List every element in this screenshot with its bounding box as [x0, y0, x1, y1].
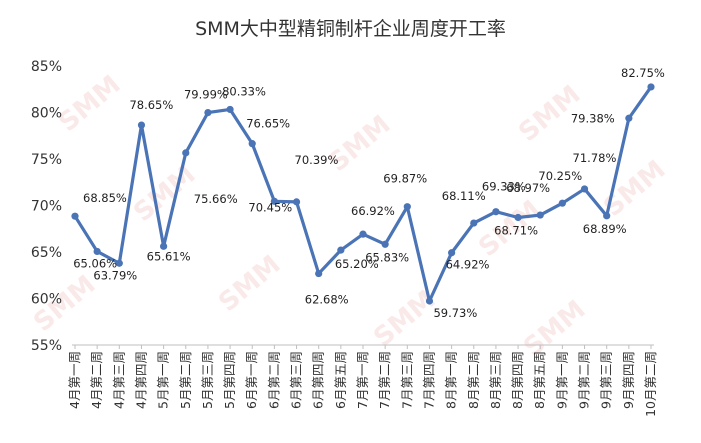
y-tick-label: 85%: [31, 59, 62, 75]
x-tick-label: 8月第四周: [510, 351, 525, 409]
data-label: 79.38%: [571, 111, 615, 125]
data-label: 68.97%: [506, 181, 550, 195]
x-tick-label: 4月第四周: [133, 351, 148, 409]
x-tick-label: 7月第三周: [399, 351, 414, 409]
data-point: [492, 208, 500, 216]
data-point: [647, 83, 655, 91]
data-label: 66.92%: [351, 204, 395, 218]
data-point: [425, 297, 434, 305]
x-tick-label: 9月第二周: [577, 351, 592, 409]
x-tick-label: 5月第四周: [222, 351, 237, 409]
chart-title: SMM大中型精铜制杆企业周度开工率: [195, 18, 506, 40]
x-tick-label: 5月第一周: [156, 351, 171, 409]
data-point: [71, 212, 79, 220]
data-label: 71.78%: [573, 151, 617, 165]
data-point: [448, 249, 456, 257]
data-point: [337, 246, 345, 254]
data-point: [93, 247, 101, 256]
data-label: 68.11%: [442, 189, 486, 203]
x-tick-label: 6月第二周: [266, 351, 281, 409]
data-label: 78.65%: [129, 98, 173, 112]
data-label: 82.75%: [621, 66, 665, 80]
watermark-logo: SMM: [213, 250, 286, 318]
data-point: [182, 149, 190, 157]
x-tick-label: 8月第一周: [444, 351, 459, 409]
data-point: [248, 140, 256, 148]
data-point: [315, 269, 323, 278]
data-label: 70.25%: [538, 169, 582, 183]
data-label: 80.33%: [222, 84, 266, 98]
data-label: 69.33%: [482, 180, 526, 194]
x-tick-label: 8月第三周: [488, 351, 503, 409]
data-label: 69.87%: [383, 172, 427, 186]
watermark-logo: SMM: [53, 70, 126, 138]
x-tick-label: 4月第三周: [111, 351, 126, 409]
data-label: 70.39%: [295, 153, 339, 167]
data-point: [403, 203, 411, 211]
x-tick-label: 10月第二周: [643, 351, 658, 417]
x-tick-label: 5月第二周: [178, 351, 193, 409]
data-label: 64.92%: [446, 258, 490, 272]
watermark-logo: SMM: [128, 160, 201, 228]
x-tick-label: 7月第四周: [421, 351, 436, 409]
data-label: 68.85%: [83, 191, 127, 205]
x-tick-label: 6月第四周: [311, 351, 326, 409]
data-label: 68.71%: [494, 223, 538, 237]
x-tick-label: 4月第一周: [67, 351, 82, 409]
watermark-logo: SMM: [323, 110, 396, 178]
data-point: [270, 197, 278, 205]
x-tick-label: 7月第二周: [377, 351, 392, 409]
data-label: 65.20%: [335, 257, 379, 271]
x-tick-label: 5月第三周: [200, 351, 215, 409]
data-label: 65.61%: [147, 249, 191, 263]
data-point: [115, 259, 123, 267]
data-point: [137, 121, 146, 129]
data-label: 62.68%: [305, 293, 349, 307]
x-tick-label: 6月第五周: [333, 351, 348, 409]
data-point: [470, 219, 478, 227]
data-label: 68.89%: [583, 222, 627, 236]
data-point: [160, 242, 168, 250]
data-point: [514, 213, 522, 222]
data-point: [603, 212, 611, 220]
x-tick-label: 8月第二周: [466, 351, 481, 409]
y-tick-label: 80%: [31, 106, 62, 122]
x-tick-label: 8月第五周: [532, 351, 547, 409]
data-label: 79.99%: [184, 88, 228, 102]
y-tick-label: 65%: [31, 245, 62, 261]
data-label: 70.45%: [248, 200, 292, 214]
data-point: [204, 108, 212, 117]
y-tick-label: 60%: [31, 292, 62, 308]
data-label: 75.66%: [194, 192, 238, 206]
data-point: [558, 199, 566, 207]
x-tick-label: 7月第一周: [355, 351, 370, 409]
data-point: [292, 198, 301, 206]
x-tick-label: 6月第一周: [244, 351, 259, 409]
data-label: 65.83%: [365, 250, 409, 264]
watermark-logo: SMM: [598, 155, 671, 223]
data-point: [359, 230, 367, 238]
y-tick-label: 75%: [31, 152, 62, 168]
data-point: [536, 211, 544, 219]
data-label: 63.79%: [93, 268, 137, 282]
data-point: [381, 240, 389, 248]
data-label: 65.06%: [73, 256, 117, 270]
x-tick-label: 9月第一周: [554, 351, 569, 409]
y-tick-label: 70%: [31, 199, 62, 215]
data-point: [580, 185, 589, 193]
x-tick-label: 4月第二周: [89, 351, 104, 409]
data-point: [625, 114, 633, 122]
x-tick-label: 9月第三周: [599, 351, 614, 409]
data-point: [226, 105, 234, 114]
x-tick-label: 9月第四周: [621, 351, 636, 409]
y-tick-label: 55%: [31, 338, 62, 354]
data-label: 59.73%: [433, 306, 477, 320]
x-tick-label: 6月第三周: [289, 351, 304, 409]
data-label: 76.65%: [246, 117, 290, 131]
